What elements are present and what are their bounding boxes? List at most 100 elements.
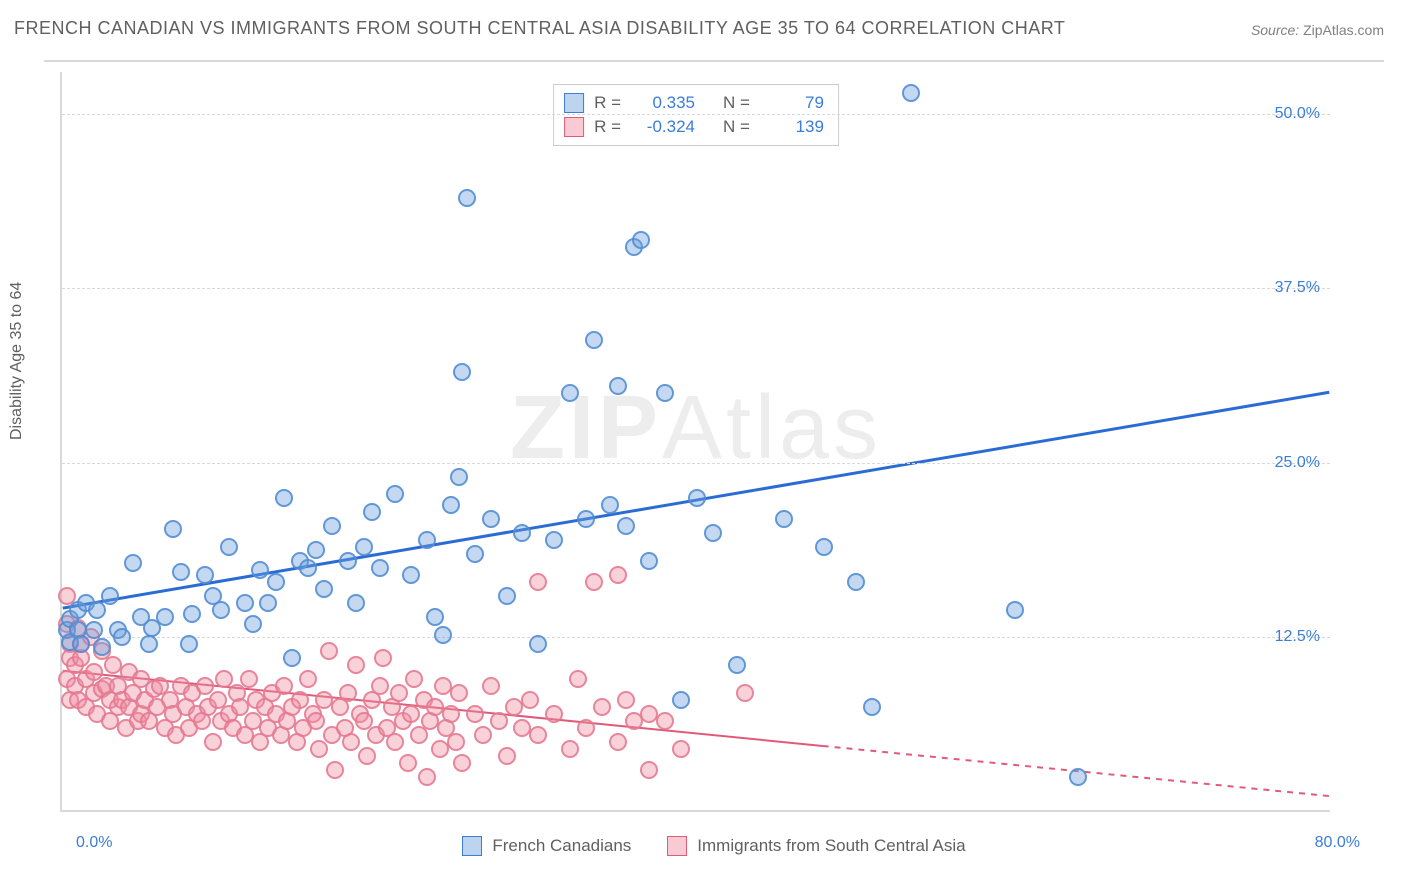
- scatter-point: [617, 691, 635, 709]
- scatter-point: [390, 684, 408, 702]
- scatter-point: [386, 485, 404, 503]
- scatter-point: [513, 524, 531, 542]
- y-tick-label: 37.5%: [1275, 279, 1320, 297]
- scatter-point: [244, 615, 262, 633]
- scatter-point: [339, 684, 357, 702]
- scatter-point: [490, 712, 508, 730]
- scatter-point: [569, 670, 587, 688]
- legend-item: French Canadians: [462, 836, 631, 856]
- scatter-point: [275, 677, 293, 695]
- scatter-point: [529, 726, 547, 744]
- scatter-point: [164, 520, 182, 538]
- scatter-point: [498, 747, 516, 765]
- scatter-point: [453, 754, 471, 772]
- r-value: 0.335: [631, 93, 695, 113]
- scatter-point: [672, 691, 690, 709]
- scatter-point: [363, 503, 381, 521]
- scatter-point: [545, 531, 563, 549]
- chart-area: ZIPAtlas R = 0.335 N = 79 R = -0.324 N =…: [44, 60, 1384, 822]
- scatter-point: [482, 510, 500, 528]
- scatter-point: [113, 628, 131, 646]
- scatter-point: [85, 621, 103, 639]
- scatter-point: [156, 608, 174, 626]
- scatter-point: [640, 761, 658, 779]
- scatter-point: [299, 670, 317, 688]
- scatter-point: [196, 566, 214, 584]
- scatter-point: [442, 705, 460, 723]
- scatter-point: [609, 566, 627, 584]
- scatter-point: [453, 363, 471, 381]
- scatter-point: [326, 761, 344, 779]
- scatter-point: [172, 563, 190, 581]
- scatter-point: [585, 331, 603, 349]
- scatter-point: [482, 677, 500, 695]
- scatter-point: [1069, 768, 1087, 786]
- scatter-point: [656, 384, 674, 402]
- scatter-point: [529, 635, 547, 653]
- r-label: R =: [594, 117, 621, 137]
- n-value: 139: [760, 117, 824, 137]
- legend-label: Immigrants from South Central Asia: [697, 836, 965, 856]
- scatter-point: [863, 698, 881, 716]
- scatter-point: [609, 377, 627, 395]
- scatter-point: [656, 712, 674, 730]
- scatter-point: [374, 649, 392, 667]
- gridline: [62, 637, 1330, 638]
- scatter-point: [220, 538, 238, 556]
- y-tick-label: 50.0%: [1275, 105, 1320, 123]
- scatter-point: [442, 496, 460, 514]
- source-label: Source: ZipAtlas.com: [1251, 22, 1384, 38]
- gridline: [62, 114, 1330, 115]
- scatter-point: [402, 705, 420, 723]
- scatter-point: [320, 642, 338, 660]
- scatter-point: [815, 538, 833, 556]
- scatter-point: [434, 626, 452, 644]
- scatter-point: [347, 656, 365, 674]
- scatter-point: [72, 635, 90, 653]
- square-icon: [667, 836, 687, 856]
- scatter-point: [529, 573, 547, 591]
- scatter-point: [236, 594, 254, 612]
- stat-row-pink: R = -0.324 N = 139: [564, 115, 824, 139]
- y-tick-label: 25.0%: [1275, 454, 1320, 472]
- scatter-point: [1006, 601, 1024, 619]
- scatter-point: [180, 635, 198, 653]
- scatter-point: [466, 705, 484, 723]
- scatter-point: [307, 712, 325, 730]
- scatter-point: [847, 573, 865, 591]
- square-icon: [564, 93, 584, 113]
- scatter-point: [672, 740, 690, 758]
- stat-legend-box: R = 0.335 N = 79 R = -0.324 N = 139: [553, 84, 839, 146]
- scatter-point: [307, 541, 325, 559]
- bottom-legend: French Canadians Immigrants from South C…: [44, 836, 1384, 856]
- legend-label: French Canadians: [492, 836, 631, 856]
- scatter-point: [405, 670, 423, 688]
- scatter-point: [259, 594, 277, 612]
- scatter-point: [498, 587, 516, 605]
- scatter-point: [736, 684, 754, 702]
- scatter-point: [347, 594, 365, 612]
- scatter-point: [342, 733, 360, 751]
- source-name: ZipAtlas.com: [1303, 22, 1384, 38]
- legend-item: Immigrants from South Central Asia: [667, 836, 965, 856]
- scatter-point: [609, 733, 627, 751]
- scatter-point: [240, 670, 258, 688]
- scatter-point: [458, 189, 476, 207]
- n-label: N =: [723, 117, 750, 137]
- scatter-point: [204, 733, 222, 751]
- scatter-point: [251, 561, 269, 579]
- scatter-point: [545, 705, 563, 723]
- scatter-point: [521, 691, 539, 709]
- scatter-point: [283, 649, 301, 667]
- scatter-point: [183, 605, 201, 623]
- scatter-point: [386, 733, 404, 751]
- scatter-point: [399, 754, 417, 772]
- gridline: [62, 288, 1330, 289]
- scatter-point: [585, 573, 603, 591]
- scatter-point: [371, 677, 389, 695]
- scatter-point: [450, 684, 468, 702]
- scatter-point: [267, 573, 285, 591]
- square-icon: [462, 836, 482, 856]
- scatter-point: [902, 84, 920, 102]
- scatter-point: [88, 601, 106, 619]
